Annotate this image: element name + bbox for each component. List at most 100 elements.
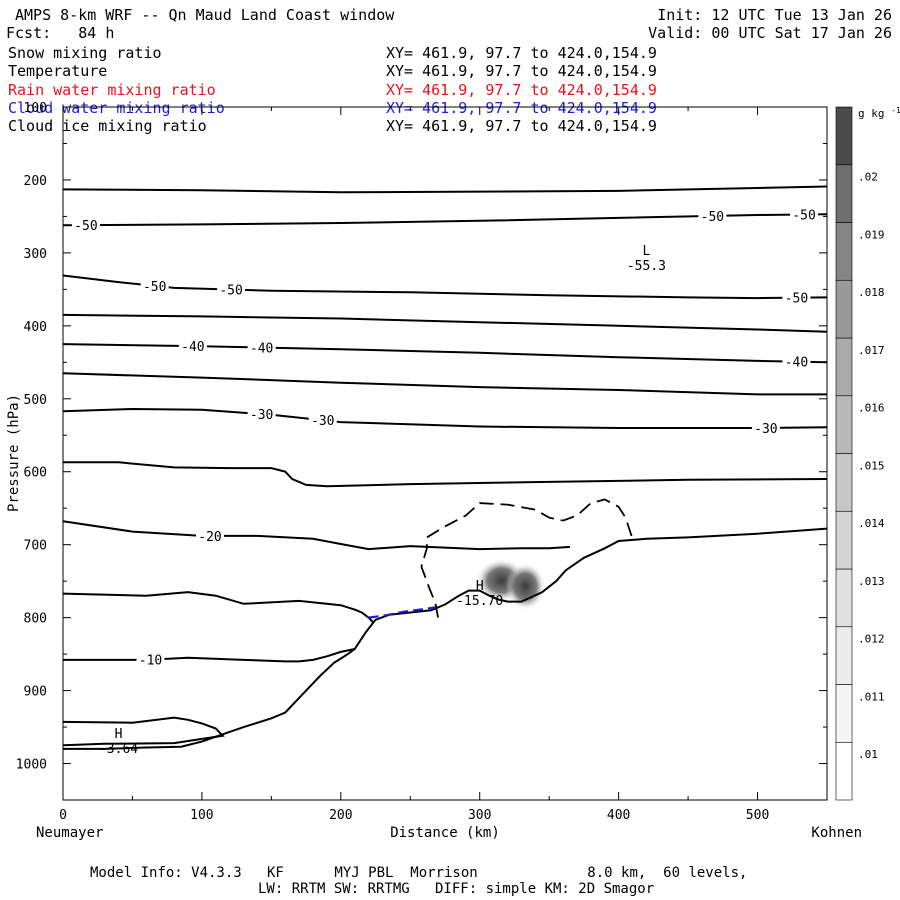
contour-label-bg — [217, 282, 246, 297]
temperature-contour-10 — [63, 591, 374, 623]
x-axis-label: Distance (km) — [390, 825, 500, 841]
x-end-left-label: Neumayer — [36, 825, 103, 841]
colorbar-swatch — [835, 568, 853, 628]
temperature-contour-5 — [63, 343, 827, 364]
colorbar-swatch — [835, 222, 853, 281]
colorbar-level: .012 — [858, 633, 885, 646]
contour-label: -50 — [792, 208, 815, 223]
x-tick-label: 100 — [190, 808, 213, 823]
x-tick-label: 200 — [329, 808, 352, 823]
extremum-symbol-1: L — [643, 244, 651, 259]
colorbar-swatch — [835, 626, 853, 685]
legend-cloud-ice-range: XY= 461.9, 97.7 to 424.0,154.9 — [386, 117, 657, 135]
x-tick-label: 300 — [468, 808, 491, 823]
temperature-contour-4 — [63, 313, 827, 333]
forecast-hour: Fcst: 84 h — [6, 24, 115, 42]
plot-frame — [62, 106, 828, 801]
y-tick-label: 700 — [24, 539, 47, 554]
colorbar-swatch — [835, 337, 853, 397]
contour-label: -50 — [701, 210, 724, 225]
contour-label-bg — [782, 354, 811, 369]
extremum-value-2: -15.70 — [456, 594, 503, 609]
x-end-right-label: Kohnen — [811, 825, 862, 841]
legend-temperature-range: XY= 461.9, 97.7 to 424.0,154.9 — [386, 62, 657, 80]
contour-label: -40 — [785, 356, 808, 371]
contour-label: -30 — [250, 408, 273, 423]
contour-label-bg — [751, 420, 780, 435]
temperature-contour-6 — [63, 372, 827, 396]
y-tick-label: 300 — [24, 247, 47, 262]
contour-label: -40 — [250, 342, 273, 357]
temperature-contour-12 — [63, 716, 225, 747]
temperature-contour-8 — [63, 461, 827, 488]
y-tick-label: 900 — [24, 685, 47, 700]
contour-label-bg — [247, 340, 276, 355]
extremum-value-1: -55.3 — [627, 259, 666, 274]
colorbar-swatch — [835, 510, 853, 570]
contour-label-bg — [136, 652, 165, 667]
contour-label: -30 — [754, 422, 777, 437]
valid-time: Valid: 00 UTC Sat 17 Jan 26 — [648, 24, 892, 42]
y-axis-label: Pressure (hPa) — [6, 394, 22, 512]
y-tick-label: 200 — [24, 174, 47, 189]
legend-rain: Rain water mixing ratio — [8, 81, 216, 99]
colorbar-level: .01 — [858, 748, 878, 761]
footer-model-info: Model Info: V4.3.3 KF MYJ PBL Morrison 8… — [90, 865, 748, 881]
contour-label: -40 — [181, 340, 204, 355]
chart-title: AMPS 8-km WRF -- Qn Maud Land Coast wind… — [15, 6, 395, 24]
temperature-contour-9 — [63, 520, 571, 551]
colorbar-level: .018 — [858, 286, 885, 299]
y-tick-label: 600 — [24, 466, 47, 481]
legend-snow-range: XY= 461.9, 97.7 to 424.0,154.9 — [386, 44, 657, 62]
colorbar-level: .015 — [858, 459, 885, 472]
extremum-symbol-2: H — [476, 579, 484, 594]
contour-label-bg — [698, 208, 727, 223]
terrain-line — [63, 527, 827, 750]
snow-shading — [505, 562, 546, 611]
contour-label-bg — [782, 290, 811, 305]
temperature-contour-11 — [63, 648, 355, 663]
contour-label-bg — [247, 407, 276, 422]
x-tick-label: 500 — [746, 808, 769, 823]
contour-label-bg — [196, 528, 225, 543]
temperature-contour-7 — [63, 407, 827, 429]
dashed-contour — [420, 498, 634, 618]
footer-physics-info: LW: RRTM SW: RRTMG DIFF: simple KM: 2D S… — [258, 881, 655, 897]
colorbar-swatch — [835, 279, 853, 339]
colorbar-swatch — [835, 741, 853, 801]
contour-label: -50 — [74, 219, 97, 234]
init-time: Init: 12 UTC Tue 13 Jan 26 — [657, 6, 892, 24]
legend-cloud-water: Cloud water mixing ratio — [8, 99, 225, 117]
temperature-contour-2 — [63, 213, 827, 227]
temperature-contour-3 — [63, 274, 827, 300]
colorbar-unit: g kg -1 — [858, 106, 900, 120]
legend-rain-range: XY= 461.9, 97.7 to 424.0,154.9 — [386, 81, 657, 99]
colorbar-level: .016 — [858, 402, 885, 415]
contour-label: -50 — [219, 284, 242, 299]
colorbar-swatch — [835, 453, 853, 512]
colorbar-level: .02 — [858, 171, 878, 184]
colorbar-swatch — [835, 395, 853, 454]
x-tick-label: 0 — [59, 808, 67, 823]
colorbar-level: .014 — [858, 517, 885, 530]
legend-cloud-water-range: XY= 461.9, 97.7 to 424.0,154.9 — [386, 99, 657, 117]
y-tick-label: 100 — [24, 101, 47, 116]
colorbar-swatch — [835, 684, 853, 743]
colorbar-level: .017 — [858, 344, 885, 357]
contour-label-bg — [308, 413, 337, 428]
extremum-value-3: -3.64 — [99, 742, 138, 757]
extremum-symbol-3: H — [115, 727, 123, 742]
colorbar-level: .011 — [858, 690, 885, 703]
cloud-water-contour — [368, 606, 436, 619]
colorbar-level: .019 — [858, 228, 885, 241]
contour-label: -50 — [143, 280, 166, 295]
contour-label: -20 — [198, 530, 221, 545]
colorbar-swatch — [835, 164, 853, 223]
contour-label-bg — [790, 207, 819, 222]
y-tick-label: 400 — [24, 320, 47, 335]
contour-label: -10 — [139, 654, 162, 669]
y-tick-label: 1000 — [16, 758, 47, 773]
contour-label: -30 — [311, 414, 334, 429]
legend-temperature: Temperature — [8, 62, 108, 80]
